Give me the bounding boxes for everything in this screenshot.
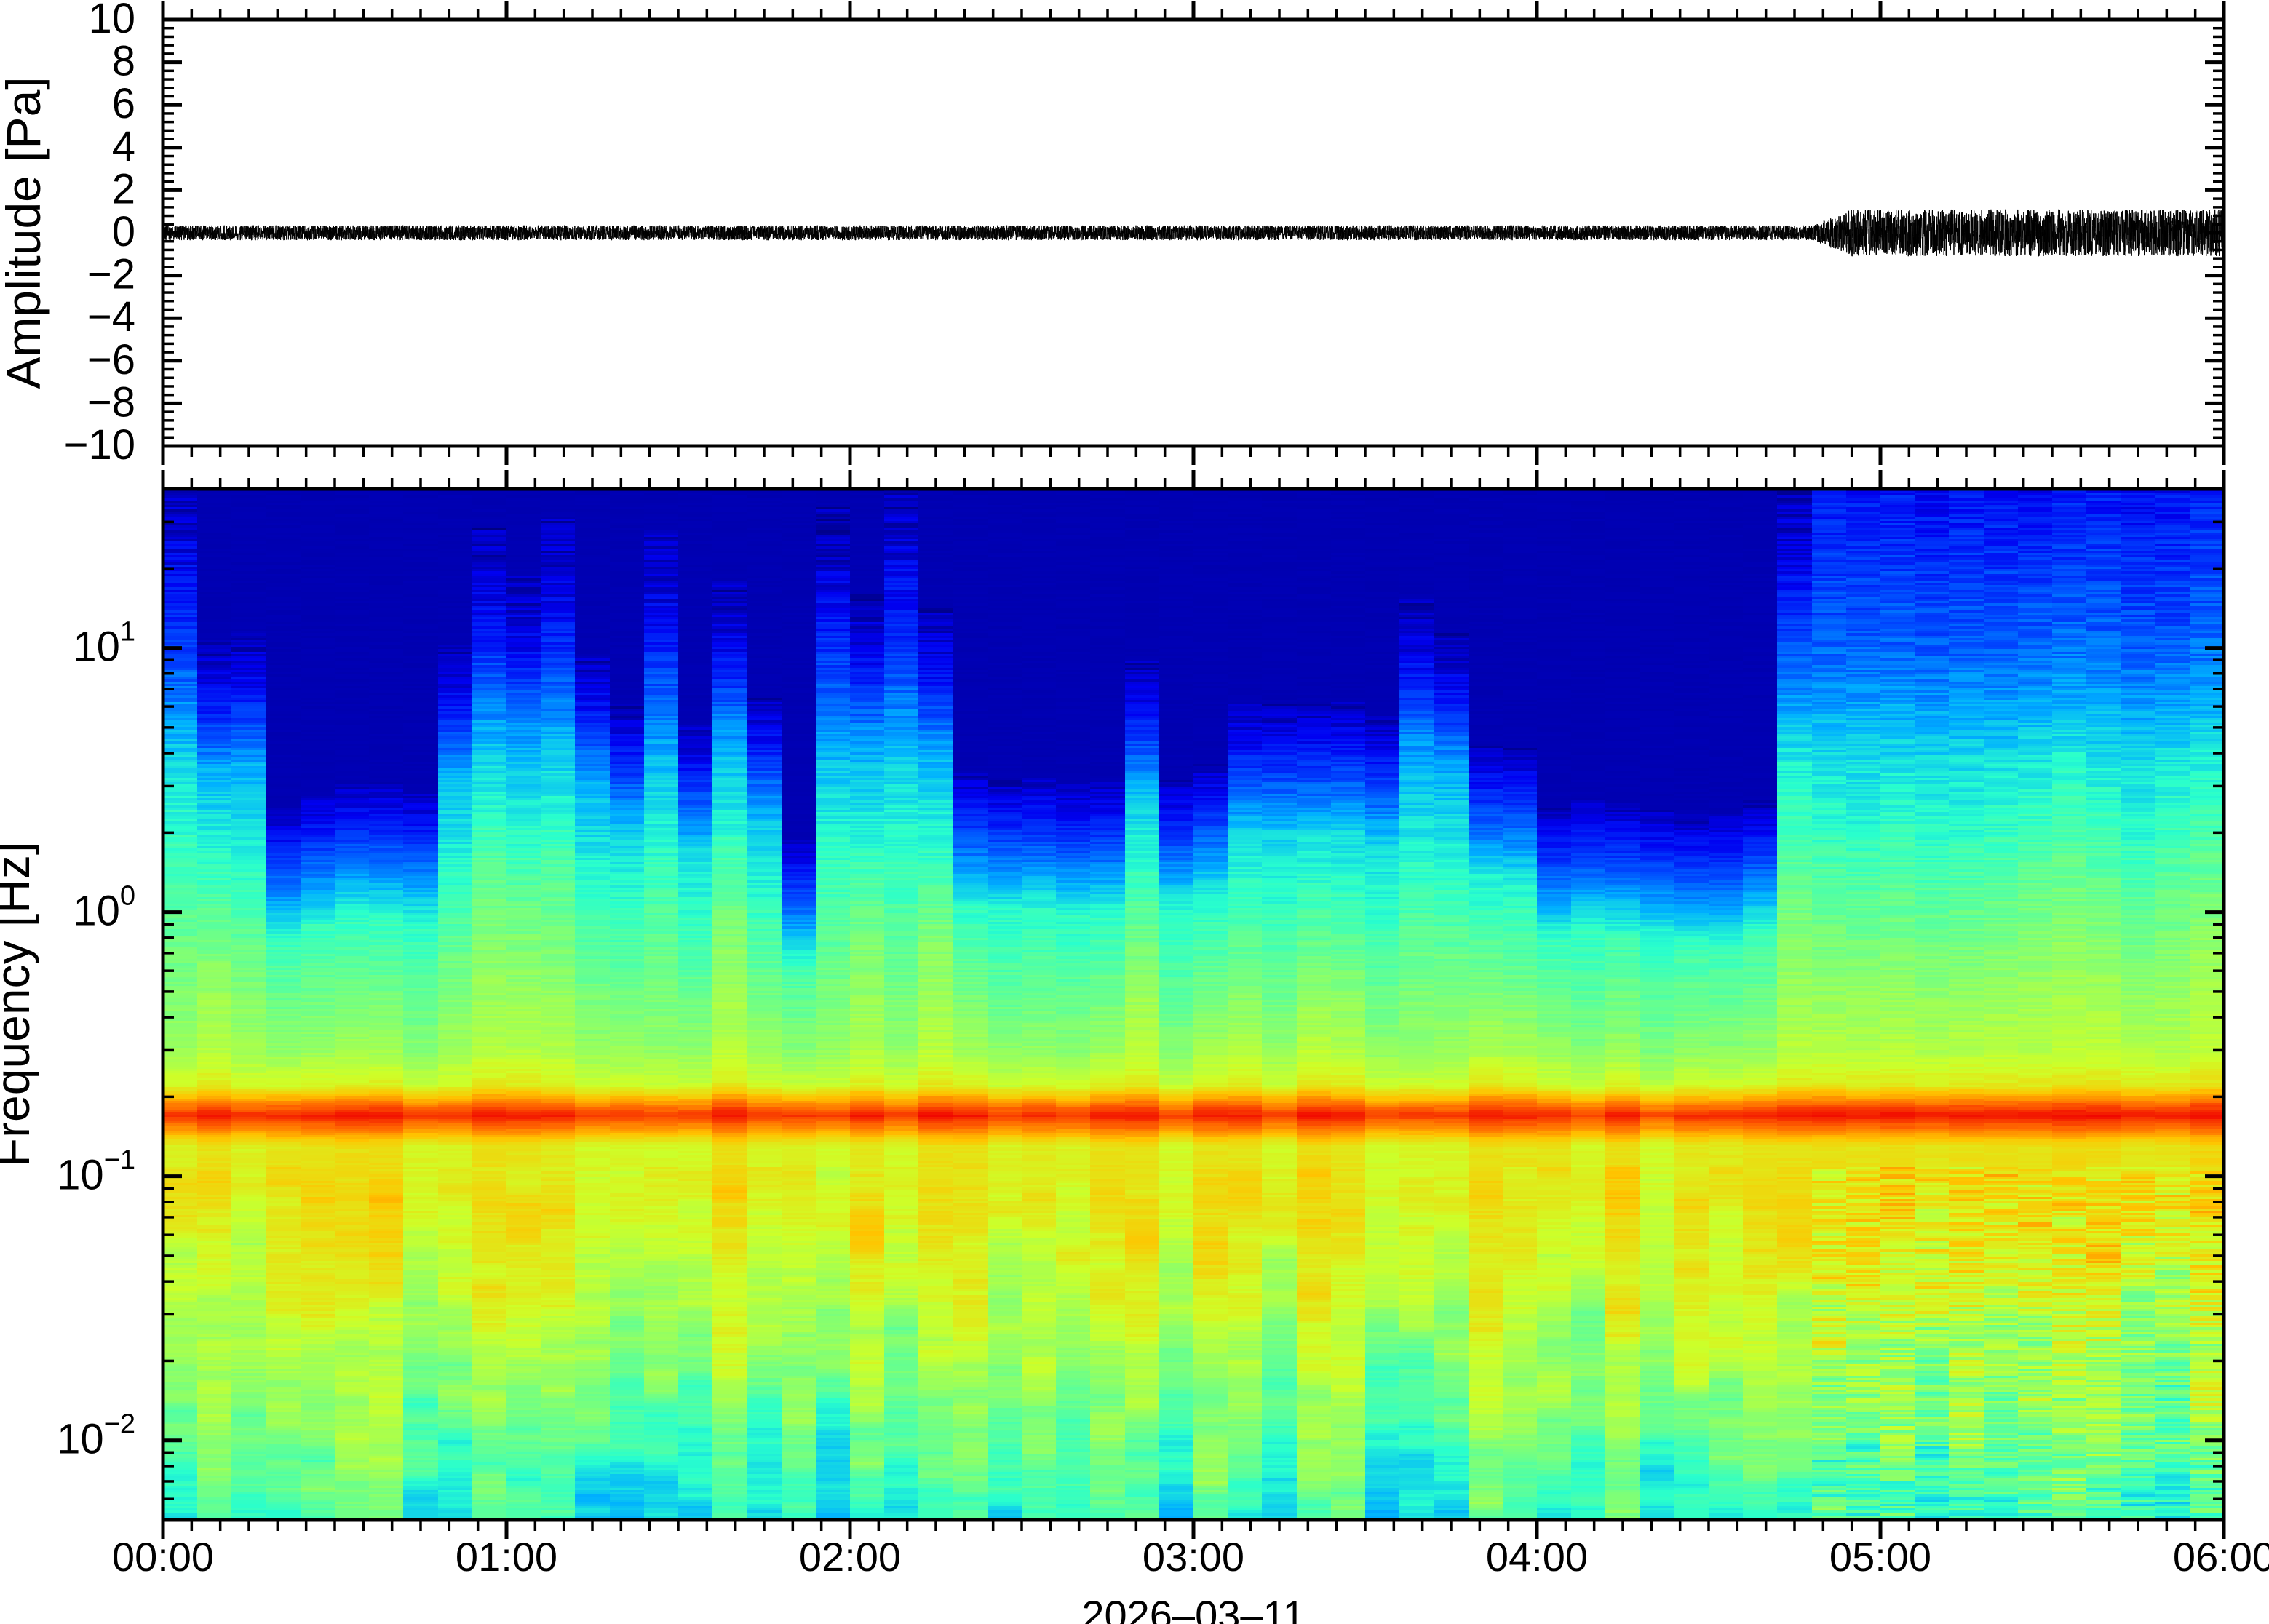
svg-text:101: 101 bbox=[73, 617, 135, 671]
svg-text:00:00: 00:00 bbox=[112, 1534, 214, 1580]
svg-text:2: 2 bbox=[112, 165, 135, 212]
svg-text:10−1: 10−1 bbox=[57, 1145, 135, 1199]
svg-text:Frequency [Hz]: Frequency [Hz] bbox=[0, 842, 39, 1168]
svg-text:−4: −4 bbox=[87, 293, 135, 341]
svg-text:−10: −10 bbox=[64, 421, 135, 469]
svg-text:10−2: 10−2 bbox=[57, 1409, 135, 1463]
svg-text:04:00: 04:00 bbox=[1486, 1534, 1588, 1580]
svg-text:10: 10 bbox=[88, 0, 135, 42]
svg-text:−2: −2 bbox=[87, 251, 135, 298]
svg-text:03:00: 03:00 bbox=[1143, 1534, 1244, 1580]
svg-text:Amplitude [Pa]: Amplitude [Pa] bbox=[0, 76, 50, 389]
svg-text:05:00: 05:00 bbox=[1829, 1534, 1931, 1580]
svg-text:6: 6 bbox=[112, 80, 135, 127]
svg-text:−6: −6 bbox=[87, 336, 135, 383]
svg-text:100: 100 bbox=[73, 881, 135, 935]
svg-text:8: 8 bbox=[112, 38, 135, 85]
svg-text:06:00: 06:00 bbox=[2173, 1534, 2269, 1580]
svg-text:2026–03–11: 2026–03–11 bbox=[1081, 1592, 1305, 1624]
svg-text:0: 0 bbox=[112, 208, 135, 255]
svg-text:4: 4 bbox=[112, 123, 135, 170]
svg-text:−8: −8 bbox=[87, 378, 135, 426]
svg-text:02:00: 02:00 bbox=[799, 1534, 901, 1580]
svg-text:01:00: 01:00 bbox=[456, 1534, 557, 1580]
